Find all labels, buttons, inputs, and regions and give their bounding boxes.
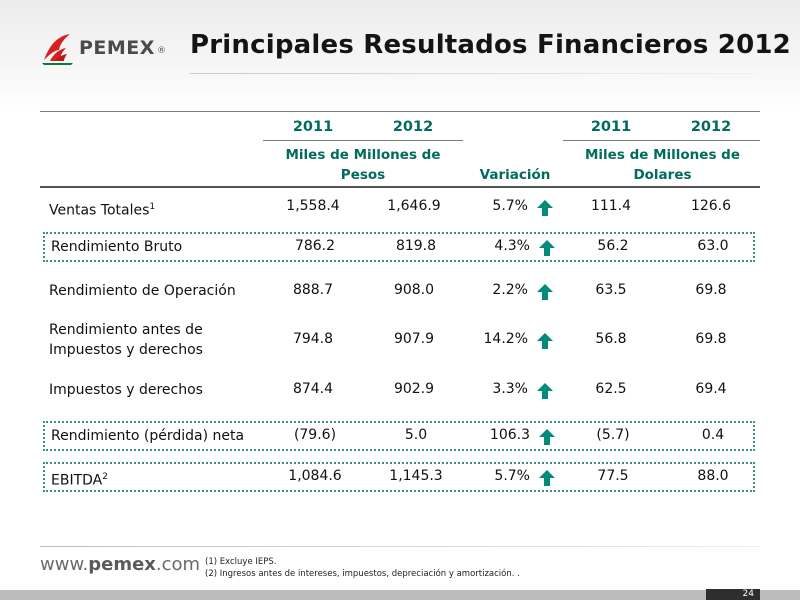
cell-variation: 106.3	[489, 427, 530, 443]
cell-mxn-2011: 786.2	[294, 238, 336, 254]
row-label: Rendimiento (pérdida) neta	[51, 426, 261, 446]
row-label-text: Rendimiento antes de Impuestos y derecho…	[49, 322, 203, 358]
cell-mxn-2012: 1,646.9	[387, 198, 441, 214]
up-arrow-icon	[537, 284, 553, 300]
row-label-text: Rendimiento de Operación	[49, 283, 236, 299]
year-header-mxn-2012: 2012	[392, 119, 434, 135]
footnote-marker: 2	[102, 472, 108, 482]
cell-mxn-2012: 819.8	[395, 238, 437, 254]
cell-variation: 2.2%	[492, 282, 528, 298]
logo-text: PEMEX	[79, 37, 155, 59]
cell-mxn-2011: (79.6)	[293, 427, 337, 443]
up-arrow-icon	[539, 429, 555, 445]
page-number: 24	[706, 589, 760, 600]
year-header-mxn-2011: 2011	[292, 119, 334, 135]
cell-variation: 3.3%	[492, 381, 528, 397]
cell-mxn-2012: 902.9	[393, 381, 435, 397]
cell-mxn-2012: 907.9	[393, 331, 435, 347]
cell-usd-2012: 0.4	[701, 427, 725, 443]
cell-usd-2011: 111.4	[590, 198, 632, 214]
cell-usd-2011: 56.8	[595, 331, 627, 347]
page-footer-bar	[0, 590, 800, 600]
cell-usd-2012: 69.4	[695, 381, 727, 397]
footer-url[interactable]: www.pemex.com	[40, 554, 200, 575]
row-label-text: Rendimiento Bruto	[51, 239, 183, 255]
row-label-text: Ventas Totales	[49, 202, 150, 219]
up-arrow-icon	[537, 383, 553, 399]
pemex-logo: PEMEX ®	[40, 28, 166, 68]
year-header-usd-2012: 2012	[690, 119, 732, 135]
cell-usd-2011: 77.5	[597, 468, 629, 484]
cell-mxn-2011: 794.8	[292, 331, 334, 347]
table-top-rule	[40, 111, 760, 112]
year-rule-mxn	[263, 140, 463, 141]
up-arrow-icon	[537, 333, 553, 349]
row-label: Impuestos y derechos	[49, 380, 259, 400]
row-label: Ventas Totales1	[49, 197, 259, 221]
url-brand: pemex	[88, 554, 156, 575]
table-row: Rendimiento Bruto 786.2 819.8 56.2 63.0 4.3%	[43, 232, 755, 262]
url-prefix: www.	[40, 554, 89, 575]
cell-variation: 4.3%	[494, 238, 530, 254]
year-rule-usd	[563, 140, 760, 141]
cell-variation: 5.7%	[494, 468, 530, 484]
row-label-text: Rendimiento (pérdida) neta	[51, 428, 245, 444]
cell-mxn-2011: 874.4	[292, 381, 334, 397]
row-label: Rendimiento antes de Impuestos y derecho…	[49, 320, 219, 360]
cell-usd-2011: 56.2	[597, 238, 629, 254]
cell-mxn-2011: 888.7	[292, 282, 334, 298]
cell-usd-2011: (5.7)	[596, 427, 630, 443]
unit-header-mxn: Miles de Millones de Pesos	[285, 147, 441, 183]
table-row: Impuestos y derechos 874.4 902.9 62.5 69.4 3.…	[40, 375, 760, 405]
row-label: Rendimiento Bruto	[51, 237, 261, 257]
cell-mxn-2012: 1,145.3	[389, 468, 443, 484]
cell-usd-2012: 88.0	[697, 468, 729, 484]
footnote-2: (2) Ingresos antes de intereses, impuest…	[205, 569, 520, 579]
row-label-text: Impuestos y derechos	[49, 382, 203, 398]
pemex-eagle-icon	[42, 34, 73, 65]
cell-variation: 5.7%	[492, 198, 528, 214]
logo-registered-mark: ®	[156, 46, 166, 56]
table-row: Rendimiento antes de Impuestos y derecho…	[40, 318, 760, 362]
variation-header: Variación	[479, 167, 551, 183]
up-arrow-icon	[539, 240, 555, 256]
cell-variation: 14.2%	[483, 331, 528, 347]
cell-usd-2012: 69.8	[695, 282, 727, 298]
footer-divider	[40, 546, 760, 547]
row-label-text: EBITDA	[51, 472, 103, 489]
cell-mxn-2011: 1,558.4	[286, 198, 340, 214]
footnote-1: (1) Excluye IEPS.	[205, 557, 277, 567]
cell-usd-2011: 62.5	[595, 381, 627, 397]
table-row: EBITDA2 1,084.6 1,145.3 77.5 88.0 5.7%	[43, 462, 755, 492]
up-arrow-icon	[537, 200, 553, 216]
cell-usd-2012: 69.8	[695, 331, 727, 347]
header-background	[0, 0, 800, 115]
up-arrow-icon	[539, 470, 555, 486]
title-divider	[190, 73, 760, 74]
year-header-usd-2011: 2011	[590, 119, 632, 135]
cell-usd-2012: 63.0	[697, 238, 729, 254]
unit-header-usd: Miles de Millones de Dolares	[584, 147, 740, 183]
cell-mxn-2012: 908.0	[393, 282, 435, 298]
table-header-rule	[40, 186, 760, 188]
cell-mxn-2011: 1,084.6	[288, 468, 342, 484]
page-title: Principales Resultados Financieros 2012	[190, 30, 791, 60]
row-label: Rendimiento de Operación	[49, 281, 259, 301]
footnotes: (1) Excluye IEPS. (2) Ingresos antes de …	[205, 556, 520, 580]
table-row: Rendimiento de Operación 888.7 908.0 63.5 69…	[40, 276, 760, 306]
url-suffix: .com	[155, 554, 201, 575]
cell-usd-2012: 126.6	[690, 198, 732, 214]
row-label: EBITDA2	[51, 467, 261, 491]
table-row: Ventas Totales1 1,558.4 1,646.9 111.4 126.6 5…	[40, 192, 760, 222]
cell-usd-2011: 63.5	[595, 282, 627, 298]
table-row: Rendimiento (pérdida) neta (79.6) 5.0 (5.7)…	[43, 421, 755, 451]
footnote-marker: 1	[149, 202, 156, 212]
cell-mxn-2012: 5.0	[404, 427, 428, 443]
